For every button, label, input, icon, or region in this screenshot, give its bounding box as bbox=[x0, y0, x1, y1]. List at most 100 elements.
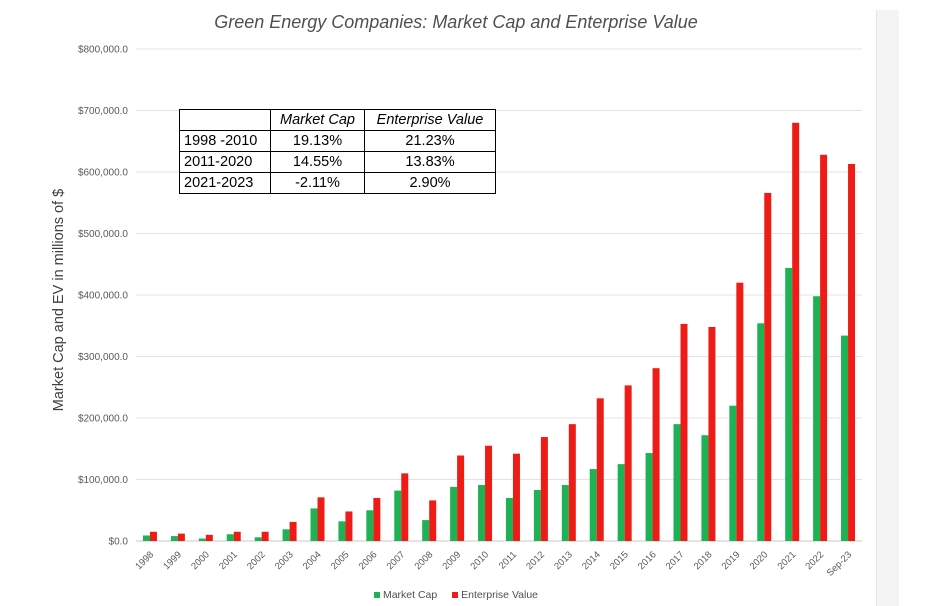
y-tick-label: $700,000.0 bbox=[78, 106, 128, 117]
bar-enterprise-value bbox=[736, 282, 744, 541]
bar-enterprise-value bbox=[457, 455, 465, 541]
y-tick-label: $300,000.0 bbox=[78, 352, 128, 363]
bar-enterprise-value bbox=[177, 533, 185, 541]
y-tick-label: $200,000.0 bbox=[78, 414, 128, 425]
cagr-header-enterprise-value: Enterprise Value bbox=[364, 109, 496, 131]
bar-market-cap bbox=[785, 267, 793, 541]
x-tick-label: 2003 bbox=[273, 549, 296, 572]
legend-item-market-cap: Market Cap bbox=[373, 589, 438, 601]
bar-market-cap bbox=[198, 538, 206, 541]
bar-enterprise-value bbox=[485, 445, 493, 541]
x-tick-label: 2013 bbox=[552, 549, 575, 572]
bar-enterprise-value bbox=[149, 531, 157, 541]
cagr-table-corner-cell bbox=[179, 109, 271, 131]
bar-market-cap bbox=[282, 529, 290, 541]
bar-market-cap bbox=[561, 485, 569, 541]
bar-enterprise-value bbox=[429, 500, 437, 541]
bar-enterprise-value bbox=[540, 437, 548, 541]
table-row: 2021-2023 -2.11% 2.90% bbox=[179, 172, 496, 194]
bar-market-cap bbox=[310, 508, 318, 541]
x-tick-label: 2011 bbox=[497, 549, 519, 571]
bar-market-cap bbox=[366, 510, 374, 541]
x-tick-label: 2021 bbox=[776, 549, 799, 572]
bar-enterprise-value bbox=[205, 534, 213, 541]
x-tick-label: 1999 bbox=[161, 549, 184, 572]
bar-enterprise-value bbox=[345, 511, 353, 541]
bar-market-cap bbox=[505, 497, 513, 541]
legend-label: Market Cap bbox=[382, 589, 438, 601]
x-tick-label: 2017 bbox=[664, 549, 687, 572]
x-tick-label: 2015 bbox=[608, 549, 631, 572]
bar-market-cap bbox=[338, 521, 346, 541]
table-row: 1998 -2010 19.13% 21.23% bbox=[179, 130, 496, 152]
bar-market-cap bbox=[589, 469, 597, 541]
x-tick-label: 1998 bbox=[133, 549, 156, 572]
legend-label: Enterprise Value bbox=[461, 589, 539, 601]
bar-market-cap bbox=[757, 323, 765, 541]
cagr-header-market-cap: Market Cap bbox=[270, 109, 365, 131]
bar-enterprise-value bbox=[624, 385, 632, 541]
bar-enterprise-value bbox=[680, 323, 688, 541]
x-tick-label: 2019 bbox=[720, 549, 743, 572]
y-tick-label: $800,000.0 bbox=[78, 45, 128, 56]
cagr-market-cap-cell: -2.11% bbox=[270, 172, 365, 194]
scrollbar-track[interactable] bbox=[876, 10, 899, 606]
legend-swatch-market-cap bbox=[373, 592, 380, 598]
cagr-market-cap-cell: 14.55% bbox=[270, 151, 365, 173]
bar-enterprise-value bbox=[820, 154, 828, 541]
chart-title: Green Energy Companies: Market Cap and E… bbox=[214, 12, 698, 32]
x-tick-label: 2008 bbox=[413, 549, 436, 572]
bar-enterprise-value bbox=[233, 531, 241, 541]
x-tick-label: 2018 bbox=[692, 549, 715, 572]
bar-market-cap bbox=[254, 537, 262, 541]
x-axis-ticks: 1998 1999 2000 2001 2002 2003 2004 2005 2006 2007… bbox=[133, 549, 854, 578]
cagr-enterprise-value-cell: 2.90% bbox=[364, 172, 496, 194]
bar-enterprise-value bbox=[596, 398, 604, 541]
x-tick-label: 2005 bbox=[329, 549, 352, 572]
cagr-period-cell: 2021-2023 bbox=[179, 172, 271, 194]
bar-market-cap bbox=[701, 435, 709, 541]
bar-market-cap bbox=[841, 335, 849, 541]
bar-enterprise-value bbox=[708, 326, 716, 541]
cagr-table-header-row: Market Cap Enterprise Value bbox=[179, 109, 496, 131]
x-tick-label: 2012 bbox=[524, 549, 547, 572]
bar-enterprise-value bbox=[848, 164, 856, 541]
bar-market-cap bbox=[226, 534, 234, 541]
legend-item-enterprise-value: Enterprise Value bbox=[452, 589, 538, 601]
bar-market-cap bbox=[478, 485, 486, 541]
x-tick-label: 2022 bbox=[804, 549, 827, 572]
bar-enterprise-value bbox=[792, 122, 800, 542]
bar-enterprise-value bbox=[764, 192, 772, 541]
y-tick-label: $500,000.0 bbox=[78, 229, 128, 240]
bar-market-cap bbox=[729, 405, 737, 541]
y-tick-label: $600,000.0 bbox=[78, 168, 128, 179]
x-tick-label: 2001 bbox=[217, 549, 240, 572]
y-tick-label: $100,000.0 bbox=[78, 475, 128, 486]
cagr-table: Market Cap Enterprise Value 1998 -2010 1… bbox=[179, 109, 496, 194]
bar-enterprise-value bbox=[289, 521, 297, 541]
bar-enterprise-value bbox=[401, 473, 409, 541]
bar-enterprise-value bbox=[568, 424, 576, 541]
cagr-period-cell: 1998 -2010 bbox=[179, 130, 271, 152]
x-tick-label: 2020 bbox=[748, 549, 771, 572]
x-tick-label: 2014 bbox=[580, 549, 603, 572]
bar-market-cap bbox=[617, 464, 625, 541]
legend-swatch-enterprise-value bbox=[452, 592, 459, 598]
bar-market-cap bbox=[170, 536, 178, 541]
x-tick-label: 2009 bbox=[441, 549, 464, 572]
bars bbox=[142, 122, 856, 542]
cagr-market-cap-cell: 19.13% bbox=[270, 130, 365, 152]
bar-enterprise-value bbox=[512, 453, 520, 541]
y-axis-title: Market Cap and EV in millions of $ bbox=[51, 188, 67, 412]
y-tick-label: $400,000.0 bbox=[78, 291, 128, 302]
chart-legend: Market Cap Enterprise Value bbox=[0, 589, 912, 601]
x-tick-label: 2010 bbox=[468, 549, 491, 572]
bar-enterprise-value bbox=[373, 497, 381, 541]
table-row: 2011-2020 14.55% 13.83% bbox=[179, 151, 496, 173]
bar-market-cap bbox=[394, 490, 402, 541]
x-tick-label: 2016 bbox=[636, 549, 659, 572]
x-tick-label: 2000 bbox=[189, 549, 212, 572]
bar-enterprise-value bbox=[317, 497, 325, 541]
cagr-enterprise-value-cell: 13.83% bbox=[364, 151, 496, 173]
